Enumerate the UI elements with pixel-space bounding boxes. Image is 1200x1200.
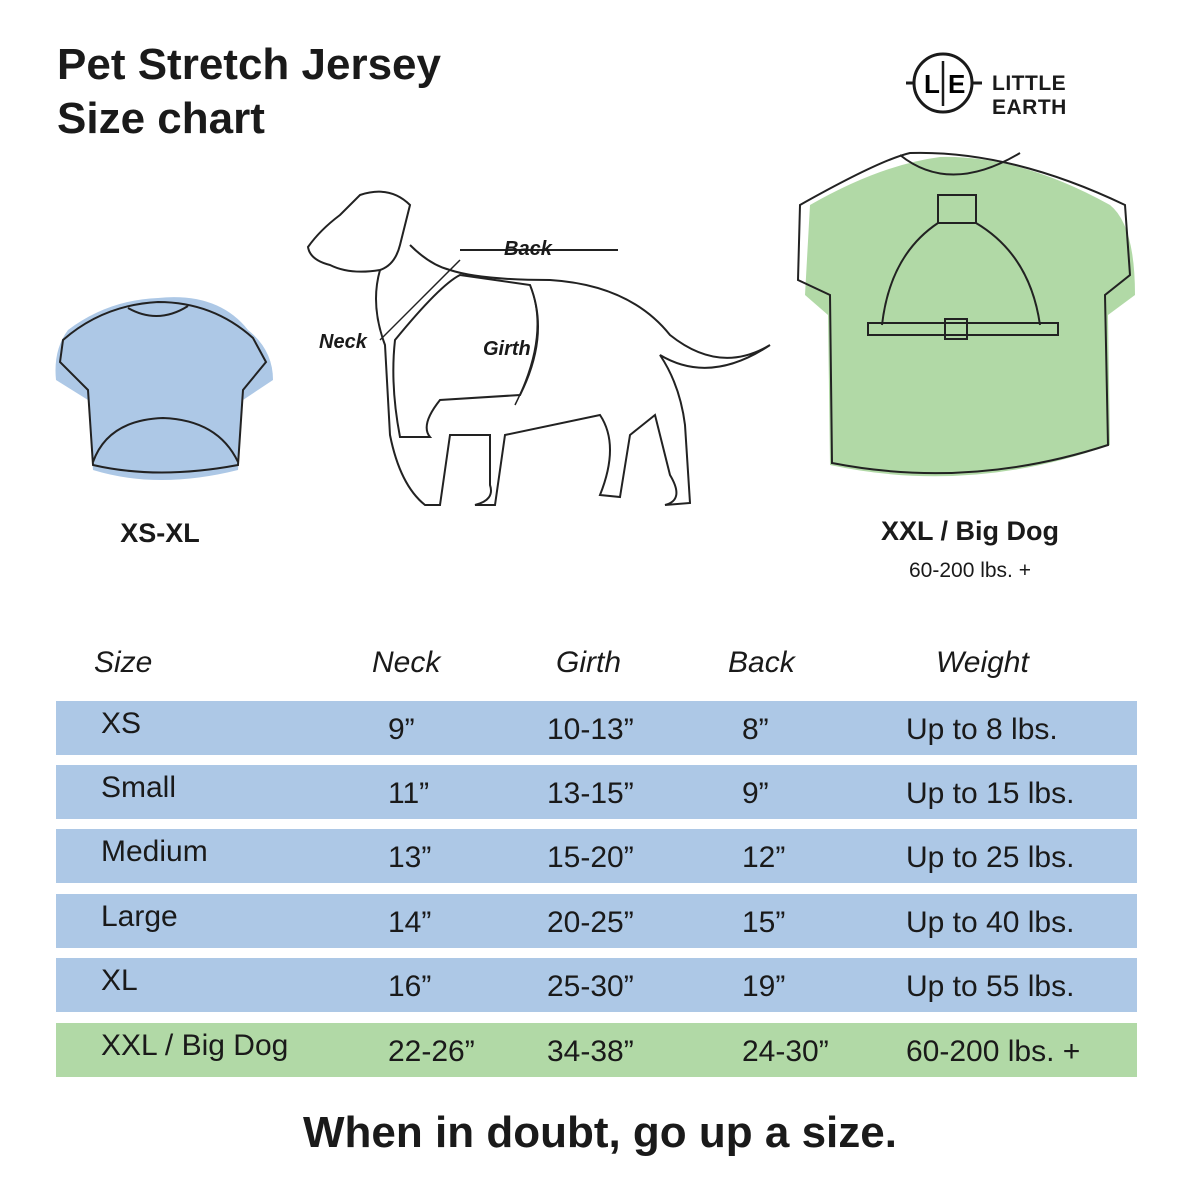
cell-size: Medium xyxy=(101,835,208,868)
big-jersey-illustration xyxy=(796,151,1135,477)
cell-girth: 20-25” xyxy=(547,906,634,939)
table-row: XXL / Big Dog 22-26” 34-38” 24-30” 60-200 lb… xyxy=(56,1023,1137,1077)
cell-weight: Up to 25 lbs. xyxy=(906,841,1075,874)
cell-back: 19” xyxy=(742,970,786,1003)
header-neck: Neck xyxy=(372,646,441,679)
cell-back: 9” xyxy=(742,777,769,810)
cell-weight: 60-200 lbs. + xyxy=(906,1035,1081,1068)
cell-size: Small xyxy=(101,771,177,804)
logo-mark-icon: L E xyxy=(906,52,982,114)
neck-label: Neck xyxy=(319,331,367,353)
big-jersey-weight: 60-200 lbs. + xyxy=(908,559,1031,582)
cell-size: XL xyxy=(101,964,138,997)
cell-size: Large xyxy=(101,900,178,933)
cell-neck: 16” xyxy=(388,970,432,1003)
table-row: Large 14” 20-25” 15” Up to 40 lbs. xyxy=(56,894,1137,948)
header-weight: Weight xyxy=(936,646,1029,679)
table-row: Small 11” 13-15” 9” Up to 15 lbs. xyxy=(56,765,1137,819)
cell-size: XS xyxy=(101,707,142,740)
title-line-1: Pet Stretch Jersey xyxy=(57,40,441,89)
table-row: Medium 13” 15-20” 12” Up to 25 lbs. xyxy=(56,829,1137,883)
footer-tip: When in doubt, go up a size. xyxy=(303,1108,897,1157)
cell-neck: 13” xyxy=(388,841,432,874)
cell-girth: 25-30” xyxy=(547,970,634,1003)
cell-neck: 22-26” xyxy=(388,1035,475,1068)
small-jersey-illustration xyxy=(55,297,273,480)
cell-neck: 9” xyxy=(388,713,415,746)
cell-size: XXL / Big Dog xyxy=(101,1029,289,1062)
dog-measurement-illustration xyxy=(306,190,771,506)
cell-neck: 11” xyxy=(388,777,430,810)
cell-neck: 14” xyxy=(388,906,432,939)
cell-back: 12” xyxy=(742,841,786,874)
girth-label: Girth xyxy=(483,338,531,360)
cell-girth: 34-38” xyxy=(547,1035,634,1068)
table-row: XL 16” 25-30” 19” Up to 55 lbs. xyxy=(56,958,1137,1012)
big-jersey-label: XXL / Big Dog xyxy=(880,516,1059,546)
header-girth: Girth xyxy=(556,646,622,679)
little-earth-logo: L E LITTLE EARTH xyxy=(906,52,1146,119)
cell-back: 15” xyxy=(742,906,786,939)
small-jersey-label: XS-XL xyxy=(120,518,200,548)
header-size: Size xyxy=(94,646,153,679)
cell-girth: 10-13” xyxy=(547,713,634,746)
header-back: Back xyxy=(728,646,795,679)
cell-girth: 15-20” xyxy=(547,841,634,874)
cell-back: 8” xyxy=(742,713,769,746)
cell-weight: Up to 55 lbs. xyxy=(906,970,1075,1003)
cell-girth: 13-15” xyxy=(547,777,634,810)
page-title: Pet Stretch Jersey Size chart xyxy=(57,38,441,146)
table-row: XS 9” 10-13” 8” Up to 8 lbs. xyxy=(56,701,1137,755)
title-line-2: Size chart xyxy=(57,94,265,143)
cell-weight: Up to 15 lbs. xyxy=(906,777,1075,810)
svg-text:E: E xyxy=(948,69,965,99)
svg-text:L: L xyxy=(924,69,940,99)
cell-weight: Up to 8 lbs. xyxy=(906,713,1058,746)
back-label: Back xyxy=(504,238,552,260)
logo-text: LITTLE EARTH xyxy=(992,72,1067,119)
cell-back: 24-30” xyxy=(742,1035,829,1068)
cell-weight: Up to 40 lbs. xyxy=(906,906,1075,939)
